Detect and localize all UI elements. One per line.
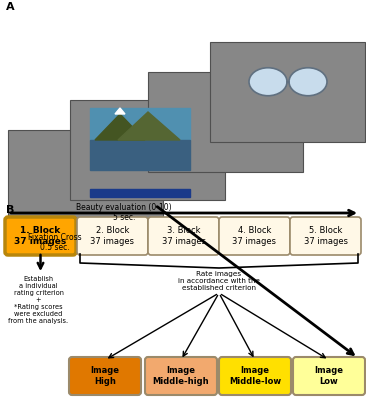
FancyBboxPatch shape (8, 130, 163, 230)
FancyBboxPatch shape (148, 217, 219, 255)
Bar (240, 131, 340, 139)
Ellipse shape (289, 68, 327, 96)
Polygon shape (115, 108, 125, 114)
Text: Image
Middle-low: Image Middle-low (229, 366, 281, 386)
FancyBboxPatch shape (5, 217, 76, 255)
FancyBboxPatch shape (69, 357, 141, 395)
Text: A: A (6, 2, 15, 12)
Ellipse shape (249, 68, 287, 96)
Text: Fixation Cross
0.5 sec.: Fixation Cross 0.5 sec. (28, 233, 81, 252)
Text: Establish
a individual
rating criterion
+
*Rating scores
were excluded
from the : Establish a individual rating criterion … (8, 276, 68, 324)
FancyBboxPatch shape (145, 357, 217, 395)
Text: 2. Block
37 images: 2. Block 37 images (90, 226, 134, 246)
FancyBboxPatch shape (210, 42, 365, 142)
FancyBboxPatch shape (77, 217, 148, 255)
FancyBboxPatch shape (219, 217, 290, 255)
Text: Beauty evaluation (0-10)
5 sec.: Beauty evaluation (0-10) 5 sec. (76, 203, 172, 222)
FancyBboxPatch shape (293, 357, 365, 395)
Bar (90, 140, 190, 170)
Text: B: B (6, 205, 14, 215)
Text: 4. Block
37 images: 4. Block 37 images (232, 226, 276, 246)
Bar (90, 108, 190, 140)
Text: Rate images
in accordance with the
established criterion: Rate images in accordance with the estab… (178, 271, 260, 291)
Text: 3. Block
37 images: 3. Block 37 images (161, 226, 205, 246)
Text: Image
Low: Image Low (314, 366, 344, 386)
Polygon shape (95, 114, 145, 140)
Text: 5. Block
37 images: 5. Block 37 images (303, 226, 347, 246)
Text: 1. Block
37 images: 1. Block 37 images (14, 226, 67, 246)
Bar (240, 57, 340, 112)
FancyBboxPatch shape (290, 217, 361, 255)
FancyBboxPatch shape (148, 72, 303, 172)
Polygon shape (118, 112, 180, 140)
FancyBboxPatch shape (219, 357, 291, 395)
Bar (90, 189, 190, 197)
FancyBboxPatch shape (70, 100, 225, 200)
Text: Image
High: Image High (90, 366, 120, 386)
Text: Image
Middle-high: Image Middle-high (153, 366, 209, 386)
